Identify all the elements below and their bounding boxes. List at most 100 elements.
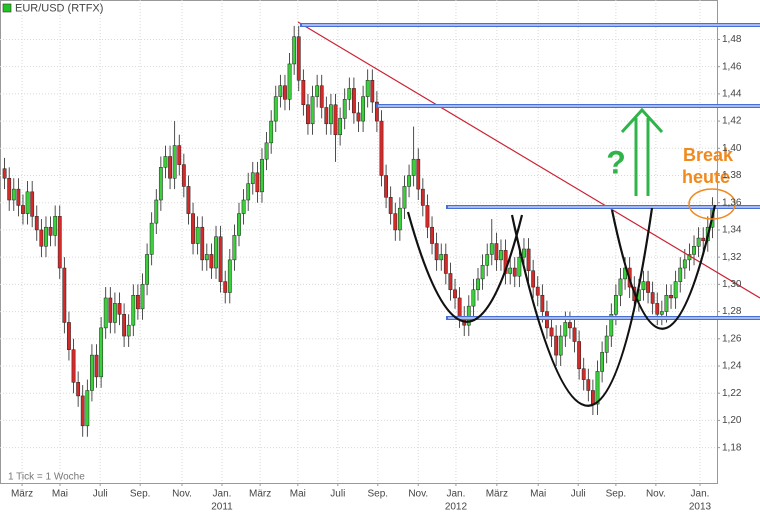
candle-body bbox=[191, 213, 195, 244]
candle-body bbox=[568, 322, 572, 329]
candle-body bbox=[646, 281, 650, 293]
candle-body bbox=[356, 112, 361, 122]
candle-body bbox=[430, 226, 434, 244]
x-tick-label: Sep. bbox=[130, 489, 151, 500]
candle-body bbox=[696, 237, 701, 247]
y-tick-label: 1,46 bbox=[722, 61, 742, 72]
candle-body bbox=[407, 175, 411, 187]
candle-body bbox=[439, 254, 444, 261]
legend-swatch bbox=[2, 3, 12, 13]
candle-body bbox=[283, 85, 287, 100]
candle-body bbox=[471, 289, 476, 307]
candle-body bbox=[581, 368, 586, 380]
candle-body bbox=[48, 226, 53, 236]
candle-body bbox=[135, 294, 140, 310]
x-tick-label: Nov. bbox=[408, 489, 428, 500]
candle-body bbox=[613, 294, 618, 315]
candle-body bbox=[499, 250, 503, 261]
candle-body bbox=[310, 96, 315, 125]
candle-body bbox=[319, 85, 324, 108]
candle-body bbox=[379, 120, 384, 176]
candle-body bbox=[209, 254, 214, 269]
candle-body bbox=[158, 167, 163, 201]
candle-body bbox=[122, 314, 127, 337]
y-tick-label: 1,42 bbox=[722, 116, 742, 127]
candle-body bbox=[264, 142, 269, 160]
candle-body bbox=[67, 322, 71, 350]
candle-body bbox=[154, 199, 159, 224]
x-tick-label: Jan. bbox=[691, 489, 710, 500]
candle-body bbox=[108, 297, 113, 323]
candle-body bbox=[494, 243, 499, 261]
x-tick-label: Juli bbox=[93, 489, 108, 500]
candle-body bbox=[204, 254, 209, 261]
candle-body bbox=[618, 278, 623, 296]
candle-body bbox=[411, 158, 416, 176]
candle-body bbox=[609, 314, 614, 337]
candle-body bbox=[301, 80, 306, 106]
y-tick-label: 1,36 bbox=[722, 197, 742, 208]
candle-body bbox=[324, 107, 329, 125]
candle-body bbox=[669, 294, 673, 299]
candle-body bbox=[393, 213, 398, 231]
x-tick-label: Juli bbox=[571, 489, 586, 500]
trend-line bbox=[297, 21, 760, 299]
footnote: 1 Tick = 1 Woche bbox=[8, 472, 85, 483]
candle-body bbox=[112, 303, 117, 323]
candle-body bbox=[296, 36, 301, 81]
candle-body bbox=[103, 297, 108, 329]
candle-body bbox=[21, 205, 25, 214]
candle-body bbox=[425, 205, 430, 228]
x-year-label: 2011 bbox=[211, 502, 233, 513]
candle-body bbox=[223, 281, 228, 293]
candle-body bbox=[250, 172, 255, 184]
y-tick-label: 1,40 bbox=[722, 143, 742, 154]
candle-body bbox=[30, 191, 35, 217]
curve bbox=[510, 207, 654, 407]
candle-body bbox=[232, 235, 237, 261]
y-tick-label: 1,28 bbox=[722, 306, 742, 317]
candle-body bbox=[535, 286, 540, 296]
support-lines-inner bbox=[302, 24, 760, 319]
candle-body bbox=[512, 267, 517, 277]
candle-body bbox=[522, 248, 526, 258]
y-tick-label: 1,32 bbox=[722, 252, 742, 263]
candle-body bbox=[186, 186, 191, 214]
candle-body bbox=[361, 96, 366, 122]
candle-body bbox=[448, 273, 453, 291]
candle-body bbox=[306, 104, 310, 125]
candle-body bbox=[443, 254, 448, 274]
candle-body bbox=[80, 395, 85, 427]
candle-body bbox=[650, 292, 655, 304]
candle-body bbox=[44, 226, 48, 247]
candle-body bbox=[117, 303, 122, 315]
candle-body bbox=[577, 341, 582, 369]
candle-body bbox=[131, 294, 136, 326]
x-tick-label: März bbox=[249, 489, 271, 500]
candle-body bbox=[172, 145, 177, 179]
candle-body bbox=[292, 36, 297, 65]
x-year-label: 2013 bbox=[689, 502, 712, 513]
candle-body bbox=[177, 145, 182, 165]
candle-body bbox=[692, 246, 696, 255]
y-tick-label: 1,18 bbox=[722, 442, 742, 453]
candle-body bbox=[237, 213, 241, 236]
candle-body bbox=[549, 327, 554, 337]
candle-body bbox=[531, 270, 536, 288]
candle-body bbox=[57, 216, 62, 269]
candle-body bbox=[315, 85, 320, 97]
candle-body bbox=[508, 267, 513, 274]
candle-body bbox=[526, 248, 531, 272]
candle-body bbox=[273, 96, 278, 122]
candle-body bbox=[673, 281, 678, 299]
candle-body bbox=[287, 63, 292, 100]
candle-body bbox=[260, 158, 264, 193]
candle-body bbox=[200, 226, 205, 261]
x-tick-label: Sep. bbox=[606, 489, 627, 500]
cup-curves bbox=[406, 204, 717, 407]
x-tick-label: März bbox=[11, 489, 33, 500]
candle-body bbox=[604, 335, 609, 353]
candle-body bbox=[682, 259, 687, 269]
candle-body bbox=[476, 278, 480, 291]
candle-body bbox=[384, 175, 388, 198]
